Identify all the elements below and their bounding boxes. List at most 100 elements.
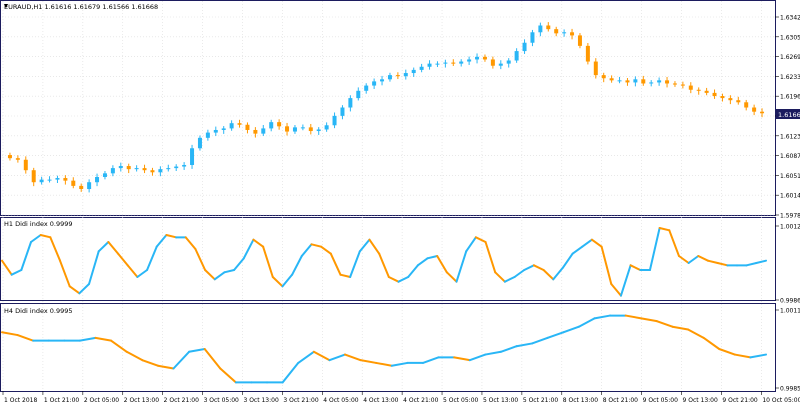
candle-body [150,170,155,173]
didi-segment [88,250,100,285]
candle-body [680,84,685,86]
collapse-arrow-icon[interactable] [4,4,8,8]
didi-segment [561,252,574,269]
candle-body [570,32,575,36]
candle-body [15,158,20,160]
didi-segment [600,245,613,285]
didi-segment [571,245,584,255]
didi-segment [359,359,378,364]
didi-segment [184,236,197,250]
didi-segment [436,255,448,274]
candle-body [657,80,662,83]
x-tick-label: 9 Oct 05:00 [643,397,678,404]
candle-body [213,129,218,133]
candle-body [387,75,392,80]
didi-segment [499,345,518,353]
x-tick-label: 3 Oct 05:00 [204,397,239,404]
didi-segment [300,243,313,257]
candle-body [47,179,52,181]
candle-body [71,180,76,186]
didi-segment [297,350,315,364]
candle-body [292,127,297,132]
candle-body [601,75,606,79]
candle-body [118,166,123,169]
x-tick-label: 9 Oct 21:00 [722,397,757,404]
candle-body [419,66,424,70]
didi-segment [532,264,545,271]
didi-segment [252,238,265,248]
candle-body [720,96,725,99]
didi-segment [107,241,120,255]
candle-body [514,51,519,61]
current-price-badge [776,109,800,119]
candle-body [435,63,440,65]
candle-body [380,79,385,82]
candle-body [546,25,551,30]
candle-body [95,176,100,183]
didi-segment [733,353,752,359]
didi-segment [716,262,729,267]
didi-segment [465,236,477,253]
candle-body [506,60,511,64]
candle-body [649,82,654,84]
didi-segment [16,334,35,342]
y-tick-label: 1.59780 [780,213,800,220]
time-axis: 1 Oct 2018 1 Oct 21:00 2 Oct 05:00 2 Oct 13… [2,391,800,404]
didi-segment [136,269,149,278]
didi-segment [562,325,580,334]
candle-body [364,85,369,91]
candle-body [577,35,582,46]
didi-segment [213,271,226,281]
didi-segment [97,241,110,253]
didi-segment [474,236,487,243]
x-tick-label: 8 Oct 13:00 [563,397,598,404]
didi-segment [687,255,700,264]
x-tick-label: 4 Oct 21:00 [403,397,438,404]
candle-body [182,164,187,167]
y-tick-label: 0.9985 [780,386,800,393]
h4-didi-panel [0,303,776,392]
candle-body [166,168,171,170]
candle-body [372,81,377,86]
didi-segment [30,234,42,243]
didi-segment [397,276,410,283]
x-tick-label: 3 Oct 21:00 [283,397,318,404]
x-tick-label: 2 Oct 13:00 [124,397,159,404]
candlestick-series [7,22,765,193]
x-tick-label: 1 Oct 2018 [4,397,37,404]
y-tick-label: 1.0011 [780,308,800,315]
didi-segment [593,314,612,320]
didi-segment [233,257,245,271]
candle-body [617,80,622,82]
didi-segment [281,361,300,384]
candle-body [641,79,646,84]
didi-segment [329,252,342,276]
x-tick-label: 4 Oct 13:00 [363,397,398,404]
candle-body [277,122,282,127]
main-price-panel [0,0,776,216]
candle-body [110,168,115,174]
didi-segment [453,356,471,362]
didi-segment [188,348,206,353]
y-tick-label: 1.61230 [780,133,800,140]
didi-segment [310,243,323,248]
candle-body [490,59,495,66]
candle-body [585,45,590,62]
candle-body [63,178,68,181]
didi-segment [110,339,128,353]
didi-segment [494,271,506,283]
didi-segment [219,367,237,384]
didi-segment [78,283,91,295]
didi-segment [320,245,332,255]
didi-segment [749,353,767,359]
didi-segment [1,259,13,276]
candle-body [530,32,535,43]
candle-body [253,129,258,134]
candle-body [205,132,210,138]
didi-segment [349,250,361,278]
x-tick-label: 4 Oct 05:00 [323,397,358,404]
candle-body [395,75,400,77]
h1-didi-label: H1 Didi index 0.9999 [4,220,73,228]
didi-segment [344,353,362,362]
candle-body [142,168,147,171]
